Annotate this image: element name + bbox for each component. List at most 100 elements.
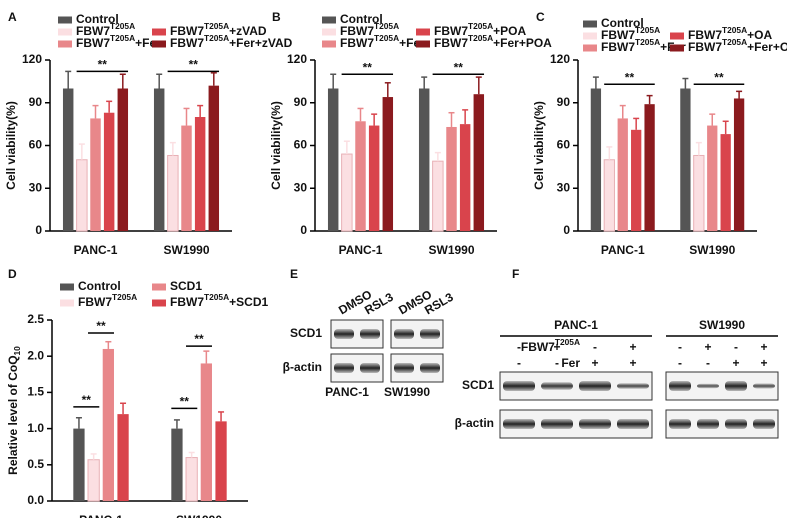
bar [707, 125, 718, 231]
error-bar [92, 104, 99, 119]
y-axis-label: Cell viability(%) [532, 101, 546, 190]
legend-label: FBW7T205A+OA [688, 25, 772, 42]
legend-label: Control [76, 12, 119, 26]
y-tick-label: 30 [29, 180, 43, 194]
error-bar [592, 76, 599, 89]
significance-label: ** [194, 332, 204, 346]
error-bar [105, 340, 112, 349]
legend-swatch [322, 16, 336, 24]
blot-band [753, 419, 775, 429]
panel-label: E [290, 267, 298, 281]
error-bar [421, 76, 428, 89]
bar [368, 125, 380, 231]
bar [473, 94, 485, 231]
error-bar [65, 70, 72, 89]
legend-label: FBW7T205A [78, 292, 137, 309]
bar [102, 348, 114, 501]
bar [327, 88, 339, 231]
legend-swatch [670, 32, 684, 40]
condition-label: FBW7T205A [521, 337, 580, 354]
error-bar [75, 416, 82, 429]
y-tick-label: 120 [22, 52, 42, 66]
error-bar [156, 73, 163, 89]
legend-swatch [152, 40, 166, 48]
legend-swatch [58, 16, 72, 24]
significance-label: ** [98, 58, 108, 72]
bar [185, 457, 198, 502]
blot-band [394, 329, 414, 339]
row-label: β-actin [283, 360, 322, 374]
error-bar [709, 113, 716, 126]
bar [215, 421, 227, 501]
bar [167, 154, 179, 232]
blot-band [394, 363, 414, 373]
legend-label: Control [78, 279, 121, 293]
condition-sign: + [553, 340, 560, 354]
legend-label: FBW7T205A [76, 21, 135, 38]
error-bar [188, 451, 195, 458]
condition-sign: - [555, 356, 559, 370]
cell-line-label: SW1990 [699, 318, 745, 332]
bar [194, 117, 206, 231]
error-bar [106, 100, 113, 113]
blot-band [579, 419, 611, 429]
x-tick-label: PANC-1 [74, 243, 118, 257]
bar [90, 118, 101, 231]
error-bar [448, 111, 455, 127]
x-tick-label: PANC-1 [79, 513, 123, 518]
bar [733, 98, 745, 231]
y-tick-label: 0 [563, 223, 570, 237]
error-bar [173, 419, 180, 429]
blot-band [697, 383, 719, 389]
legend-label: Control [340, 12, 383, 26]
bar [341, 153, 353, 232]
legend-label: FBW7T205A+zVAD [170, 21, 267, 38]
blot-band [617, 419, 649, 429]
legend-swatch [58, 28, 72, 36]
bar [117, 414, 129, 501]
y-tick-label: 90 [294, 95, 308, 109]
row-label: SCD1 [462, 378, 494, 392]
bar [355, 121, 366, 231]
bar [382, 97, 394, 231]
y-tick-label: 120 [287, 52, 307, 66]
condition-sign: + [732, 356, 739, 370]
bar [680, 88, 691, 231]
error-bar [218, 411, 225, 422]
significance-label: ** [96, 319, 106, 333]
error-bar [434, 151, 441, 162]
y-axis-label: Cell viability(%) [269, 101, 283, 190]
x-tick-label: SW1990 [176, 513, 222, 518]
cell-line-label: PANC-1 [325, 385, 369, 399]
bar [631, 129, 642, 231]
legend-label: FBW7T205A [340, 21, 399, 38]
error-bar [475, 76, 482, 95]
blot-band [697, 419, 719, 429]
bar [644, 104, 655, 231]
y-tick-label: 60 [294, 138, 308, 152]
blot-band [503, 381, 535, 391]
blot-band [420, 363, 440, 373]
legend-label: FBW7T205A+Fer [76, 33, 161, 50]
error-bar [682, 77, 689, 89]
blot-band [334, 329, 354, 339]
y-tick-label: 60 [557, 138, 571, 152]
legend-swatch [416, 28, 430, 36]
y-tick-label: 0 [300, 223, 307, 237]
y-tick-label: 120 [550, 52, 570, 66]
condition-sign: + [591, 356, 598, 370]
condition-sign: - [678, 340, 682, 354]
bar [418, 88, 430, 231]
legend-swatch [152, 299, 166, 307]
panel-label: F [512, 267, 519, 281]
panel-label: B [272, 10, 281, 24]
legend-swatch [583, 32, 597, 40]
error-bar [646, 94, 653, 105]
bar [208, 85, 220, 232]
bar [590, 88, 602, 231]
blot-band [360, 329, 380, 339]
legend-label: FBW7T205A+SCD1 [170, 292, 268, 309]
blot-band [334, 363, 354, 373]
blot-band [360, 363, 380, 373]
error-bar [120, 402, 127, 415]
